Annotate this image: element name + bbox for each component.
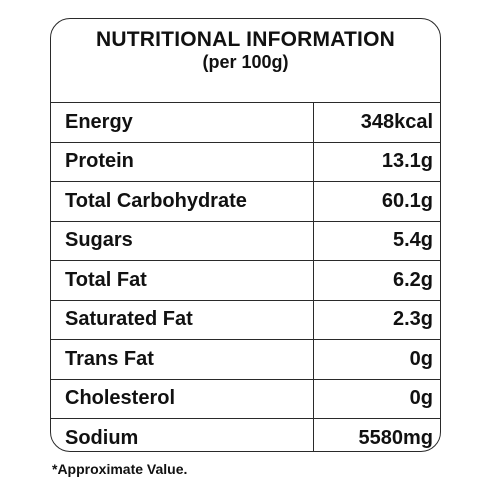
nutrient-name: Total Fat bbox=[51, 260, 314, 300]
nutrient-name: Saturated Fat bbox=[51, 299, 314, 340]
nutrient-amount: 0g bbox=[313, 339, 440, 379]
nutrient-name: Trans Fat bbox=[51, 339, 314, 379]
table-row-saturated-fat: Saturated Fat 2.3g bbox=[51, 299, 440, 340]
table-row-cholesterol: Cholesterol 0g bbox=[51, 378, 440, 419]
table-row-total-fat: Total Fat 6.2g bbox=[51, 260, 440, 300]
nutrient-amount: 0g bbox=[313, 378, 440, 419]
nutrition-table: Energy 348kcal Protein 13.1g Total Carbo… bbox=[51, 102, 440, 451]
nutrient-name: Cholesterol bbox=[51, 378, 314, 419]
nutrient-amount: 5.4g bbox=[313, 220, 440, 261]
footnote: *Approximate Value. bbox=[52, 461, 188, 477]
panel-subtitle: (per 100g) bbox=[202, 52, 289, 72]
table-row-total-carbohydrate: Total Carbohydrate 60.1g bbox=[51, 181, 440, 221]
nutrient-amount: 60.1g bbox=[313, 181, 440, 221]
nutrient-name: Total Carbohydrate bbox=[51, 181, 314, 221]
nutrient-amount: 13.1g bbox=[313, 141, 440, 182]
nutrition-panel: NUTRITIONAL INFORMATION (per 100g) Energ… bbox=[50, 18, 441, 452]
nutrient-amount: 6.2g bbox=[313, 260, 440, 300]
table-row-energy: Energy 348kcal bbox=[51, 102, 440, 142]
table-row-trans-fat: Trans Fat 0g bbox=[51, 339, 440, 379]
nutrient-name: Energy bbox=[51, 102, 314, 142]
nutrient-amount: 5580mg bbox=[313, 418, 440, 451]
table-row-protein: Protein 13.1g bbox=[51, 141, 440, 182]
table-row-sodium: Sodium 5580mg bbox=[51, 418, 440, 451]
table-row-sugars: Sugars 5.4g bbox=[51, 220, 440, 261]
panel-header: NUTRITIONAL INFORMATION (per 100g) bbox=[51, 19, 440, 89]
nutrient-name: Sodium bbox=[51, 418, 314, 451]
panel-title: NUTRITIONAL INFORMATION bbox=[96, 28, 395, 51]
nutrient-name: Sugars bbox=[51, 220, 314, 261]
nutrient-amount: 348kcal bbox=[313, 102, 440, 142]
nutrient-name: Protein bbox=[51, 141, 314, 182]
nutrient-amount: 2.3g bbox=[313, 299, 440, 340]
